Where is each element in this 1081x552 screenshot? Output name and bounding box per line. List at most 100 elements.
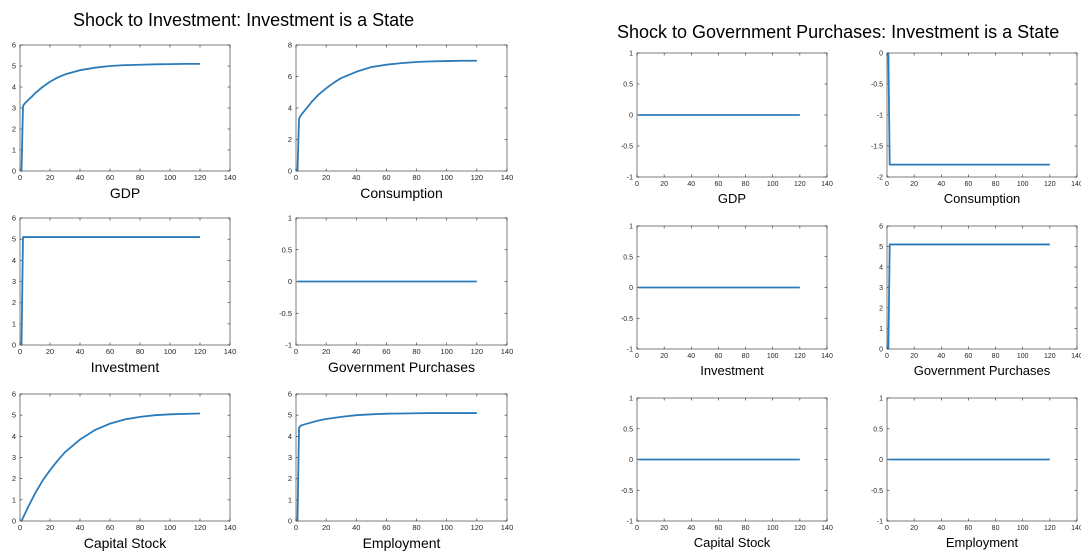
y-tick-label: 4 xyxy=(288,432,292,441)
x-tick-label: 140 xyxy=(501,523,514,532)
x-axis-label: GDP xyxy=(110,185,140,201)
x-tick-label: 120 xyxy=(1044,353,1056,360)
x-tick-label: 40 xyxy=(352,173,360,182)
x-tick-label: 80 xyxy=(992,525,1000,532)
subplot-10: 0 20 40 60 80 100 120 140 -1 -0.5 0 0.5 1 Capital Sto… xyxy=(621,396,833,551)
y-tick-label: 1 xyxy=(629,224,633,231)
x-tick-label: 60 xyxy=(715,353,723,360)
axes-box xyxy=(886,52,1078,178)
x-tick-label: 120 xyxy=(471,173,484,182)
y-tick-label: 0.5 xyxy=(623,254,633,261)
y-tick-label: 0 xyxy=(629,113,633,120)
x-axis-label: Consumption xyxy=(360,185,443,201)
x-axis-label: Government Purchases xyxy=(914,363,1051,378)
x-axis-label: Employment xyxy=(363,535,441,551)
x-tick-label: 0 xyxy=(885,525,889,532)
x-tick-label: 20 xyxy=(910,353,918,360)
x-tick-label: 80 xyxy=(136,347,144,356)
y-tick-label: 3 xyxy=(12,277,16,286)
y-tick-label: 1 xyxy=(12,319,16,328)
x-tick-label: 100 xyxy=(1017,525,1029,532)
subplot-5: 0 20 40 60 80 100 120 140 0 1 2 3 4 5 6 Employment xyxy=(288,390,513,552)
x-tick-label: 40 xyxy=(76,347,84,356)
x-tick-label: 60 xyxy=(715,181,723,188)
x-tick-label: 100 xyxy=(767,525,779,532)
y-tick-label: 1 xyxy=(288,214,292,223)
y-tick-label: 3 xyxy=(12,104,16,113)
y-tick-label: -1 xyxy=(627,347,633,354)
subplot-1: 0 20 40 60 80 100 120 140 0 2 4 6 8 Consumption xyxy=(288,41,513,202)
y-tick-label: 6 xyxy=(879,224,883,231)
x-axis-label: Capital Stock xyxy=(84,535,167,551)
y-tick-label: -1 xyxy=(627,519,633,526)
y-tick-label: 5 xyxy=(879,244,883,251)
y-tick-label: 0 xyxy=(12,517,16,526)
x-tick-label: 20 xyxy=(322,347,330,356)
subplot-0: 0 20 40 60 80 100 120 140 0 1 2 3 4 5 6 GDP xyxy=(12,41,236,202)
y-tick-label: 5 xyxy=(288,411,292,420)
x-tick-label: 120 xyxy=(471,347,484,356)
x-tick-label: 60 xyxy=(106,523,114,532)
x-tick-label: 80 xyxy=(136,523,144,532)
x-tick-label: 60 xyxy=(106,173,114,182)
x-tick-label: 100 xyxy=(164,347,177,356)
x-tick-label: 0 xyxy=(18,173,22,182)
y-tick-label: -1 xyxy=(877,113,883,120)
y-tick-label: 0 xyxy=(629,285,633,292)
y-tick-label: 1 xyxy=(879,396,883,403)
x-tick-label: 0 xyxy=(294,347,298,356)
x-tick-label: 20 xyxy=(322,523,330,532)
x-tick-label: 60 xyxy=(106,347,114,356)
y-tick-label: -0.5 xyxy=(279,309,292,318)
x-tick-label: 20 xyxy=(910,181,918,188)
x-axis-label: Investment xyxy=(700,363,764,378)
x-axis-label: Consumption xyxy=(944,191,1021,206)
y-tick-label: 5 xyxy=(12,62,16,71)
x-tick-label: 0 xyxy=(635,353,639,360)
x-tick-label: 120 xyxy=(194,347,207,356)
x-tick-label: 80 xyxy=(412,173,420,182)
x-tick-label: 20 xyxy=(660,181,668,188)
x-tick-label: 20 xyxy=(660,525,668,532)
x-tick-label: 0 xyxy=(294,173,298,182)
y-tick-label: 0 xyxy=(288,517,292,526)
x-tick-label: 60 xyxy=(965,525,973,532)
y-tick-label: 2 xyxy=(879,306,883,313)
y-tick-label: 4 xyxy=(12,432,16,441)
x-tick-label: 120 xyxy=(194,173,207,182)
subplot-6: 0 20 40 60 80 100 120 140 -1 -0.5 0 0.5 1 GDP xyxy=(621,51,833,207)
y-tick-label: -0.5 xyxy=(621,488,633,495)
subplot-9: 0 20 40 60 80 100 120 140 0 1 2 3 4 5 6 Government Purc… xyxy=(879,224,1081,379)
y-tick-label: 5 xyxy=(12,235,16,244)
y-tick-label: 0.5 xyxy=(623,82,633,89)
x-tick-label: 120 xyxy=(471,523,484,532)
y-tick-label: -0.5 xyxy=(621,316,633,323)
x-axis-label: Employment xyxy=(946,535,1019,550)
axes-box xyxy=(886,225,1078,350)
y-tick-label: 8 xyxy=(288,41,292,50)
x-tick-label: 120 xyxy=(1044,181,1056,188)
y-tick-label: 4 xyxy=(879,265,883,272)
y-tick-label: 0 xyxy=(629,457,633,464)
y-tick-label: 0.5 xyxy=(282,245,292,254)
x-tick-label: 40 xyxy=(687,525,695,532)
y-tick-label: 4 xyxy=(288,104,292,113)
y-tick-label: 0.5 xyxy=(623,426,633,433)
x-tick-label: 140 xyxy=(1071,181,1081,188)
x-tick-label: 120 xyxy=(194,523,207,532)
x-tick-label: 140 xyxy=(224,523,237,532)
y-tick-label: 1 xyxy=(288,495,292,504)
axes-box xyxy=(295,393,508,522)
x-tick-label: 40 xyxy=(937,525,945,532)
axes-box xyxy=(295,44,508,172)
x-tick-label: 60 xyxy=(382,523,390,532)
x-tick-label: 80 xyxy=(992,181,1000,188)
x-tick-label: 80 xyxy=(412,347,420,356)
x-tick-label: 0 xyxy=(885,181,889,188)
x-tick-label: 120 xyxy=(794,525,806,532)
y-tick-label: 0 xyxy=(288,277,292,286)
y-tick-label: -1 xyxy=(877,519,883,526)
subplot-8: 0 20 40 60 80 100 120 140 -1 -0.5 0 0.5 1 Investment xyxy=(621,224,833,379)
x-tick-label: 140 xyxy=(821,525,833,532)
